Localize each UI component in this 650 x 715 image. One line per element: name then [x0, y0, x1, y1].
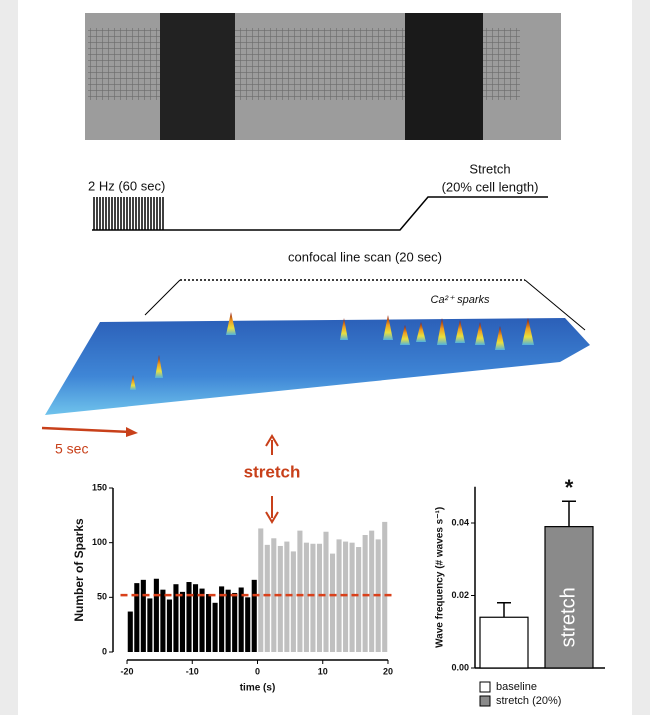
bar [226, 590, 231, 652]
legend-swatch [480, 696, 490, 706]
y-tick-label: 0 [102, 646, 107, 656]
bar [369, 531, 374, 652]
bar [297, 531, 302, 652]
y-tick-label: 0.00 [451, 662, 469, 672]
figure: 2 Hz (60 sec) Stretch (20% cell length) … [0, 0, 650, 715]
bar [323, 532, 328, 652]
x-tick-label: -20 [121, 666, 134, 676]
bar [252, 580, 257, 652]
bar [134, 583, 139, 652]
bar [284, 542, 289, 652]
bar [200, 589, 205, 652]
bar [382, 522, 387, 652]
stretch-marker: stretch [244, 462, 301, 481]
x-tick-label: 10 [318, 666, 328, 676]
bar [356, 547, 361, 652]
bar [304, 543, 309, 652]
stretch-sublabel: (20% cell length) [442, 179, 539, 194]
bar [265, 545, 270, 652]
x-tick-label: 20 [383, 666, 393, 676]
bar [278, 546, 283, 652]
x-axis-label: time (s) [240, 683, 276, 694]
y-axis-label: Wave frequency (# waves s⁻¹) [435, 507, 446, 648]
bar [245, 597, 250, 652]
bar [258, 528, 263, 652]
bar [160, 590, 165, 652]
linescan-title: confocal line scan (20 sec) [288, 249, 442, 264]
bar [239, 587, 244, 652]
clamp [160, 13, 235, 140]
x-tick-label: -10 [186, 666, 199, 676]
bar [291, 551, 296, 652]
bar [206, 594, 211, 652]
bar [317, 544, 322, 652]
x-tick-label: 0 [255, 666, 260, 676]
bar [193, 584, 198, 652]
bar [480, 617, 528, 668]
clamp [405, 13, 483, 140]
pacing-label: 2 Hz (60 sec) [88, 178, 165, 193]
y-tick-label: 0.04 [451, 517, 469, 527]
legend-label: baseline [496, 681, 537, 693]
y-tick-label: 100 [92, 537, 107, 547]
bar [147, 598, 152, 652]
y-tick-label: 150 [92, 482, 107, 492]
stretch-label: Stretch [469, 161, 510, 176]
bar [310, 544, 315, 652]
bar [232, 593, 237, 652]
bar [213, 603, 218, 652]
bar [141, 580, 146, 652]
y-tick-label: 0.02 [451, 590, 469, 600]
y-axis-label: Number of Sparks [72, 518, 86, 622]
significance: * [565, 475, 574, 500]
legend-label: stretch (20%) [496, 695, 561, 707]
scale-label: 5 sec [55, 441, 88, 457]
bar [128, 612, 133, 652]
bar [154, 579, 159, 652]
page: {"protocol": {"pacing_label": "2 Hz (60 … [0, 0, 650, 715]
bar [343, 542, 348, 652]
bar [350, 543, 355, 652]
spark-annotation: Ca²⁺ sparks [431, 294, 490, 306]
bar-label: stretch [557, 587, 579, 647]
bar [330, 554, 335, 652]
legend-swatch [480, 682, 490, 692]
bar [180, 592, 185, 652]
y-tick-label: 50 [97, 592, 107, 602]
bar [167, 600, 172, 652]
bar [363, 535, 368, 652]
bar [186, 582, 191, 652]
